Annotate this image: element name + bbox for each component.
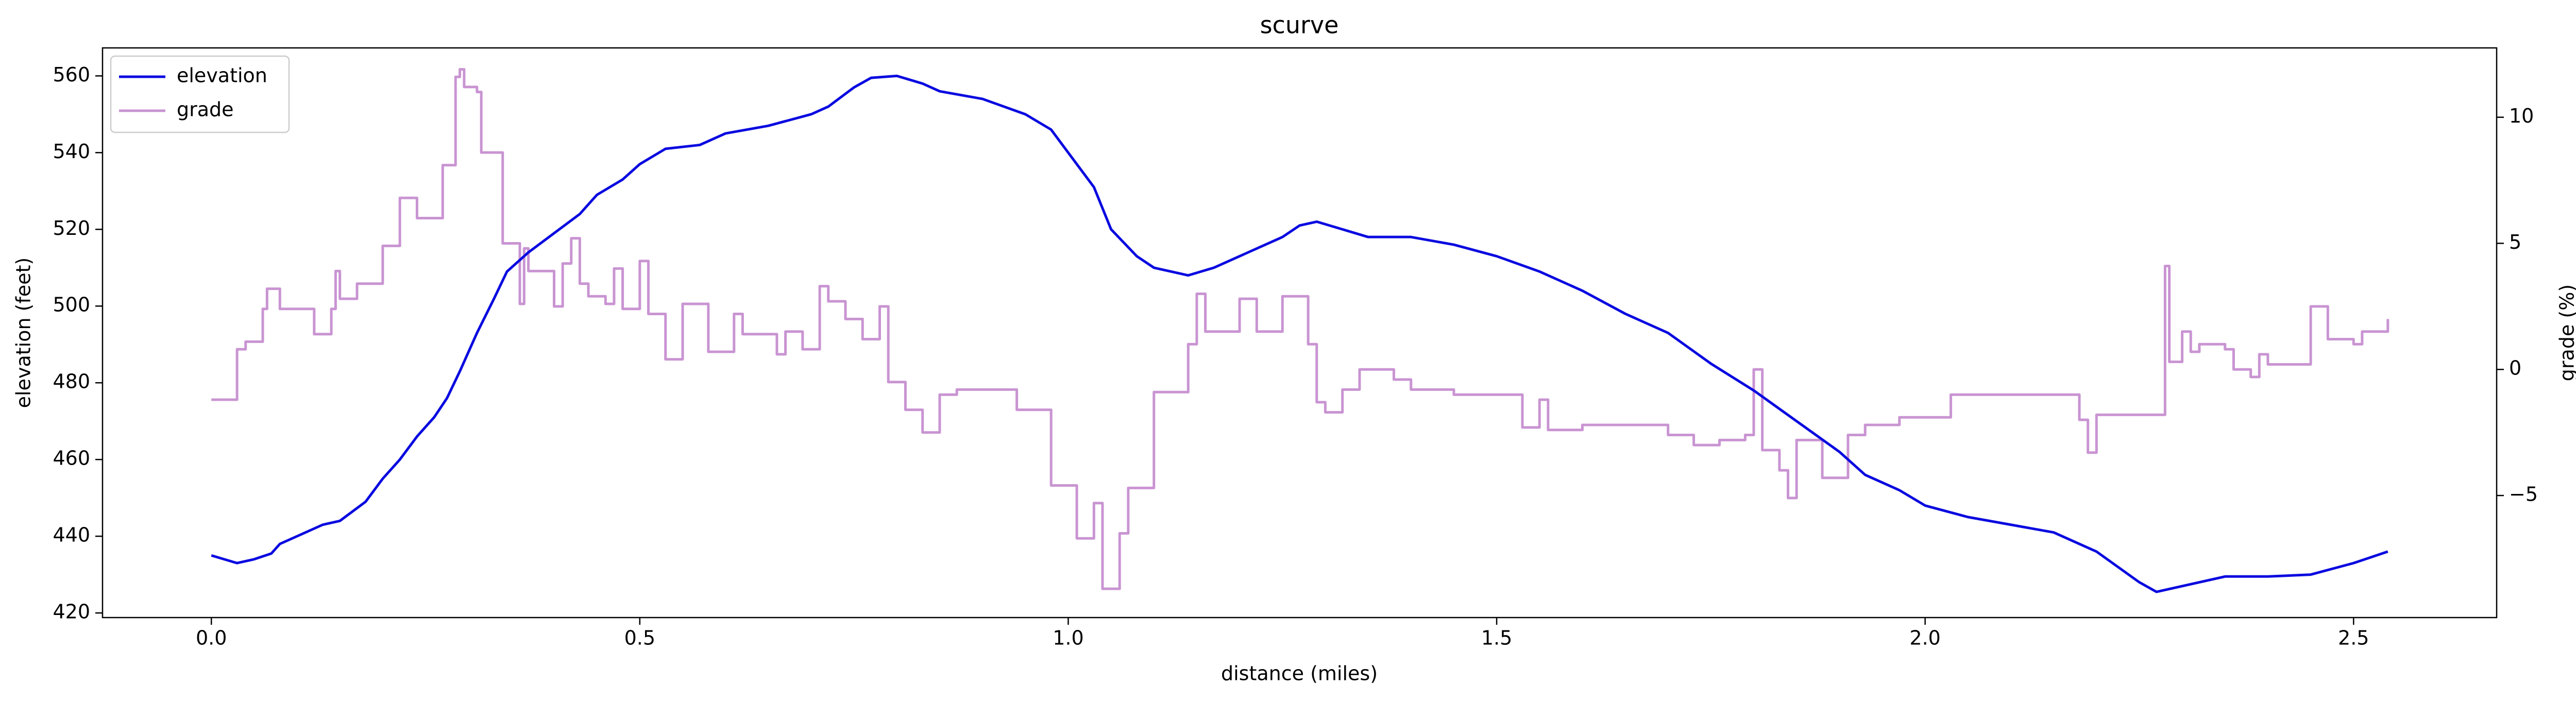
y-tick-label: 420 (53, 601, 90, 623)
x-tick-label: 2.5 (2338, 627, 2369, 649)
x-tick-label: 1.0 (1053, 627, 1083, 649)
x-tick-label: 0.0 (196, 627, 227, 649)
y-axis-label: elevation (feet) (12, 258, 35, 408)
series-line (211, 68, 2389, 590)
y-tick-label: 560 (53, 63, 90, 86)
y-tick-label: 540 (53, 140, 90, 163)
legend-label: elevation (177, 64, 267, 87)
x-axis-label: distance (miles) (1221, 662, 1378, 685)
legend: elevation grade (110, 55, 290, 133)
y2-tick-label: 0 (2509, 357, 2521, 380)
legend-label: grade (177, 98, 234, 121)
x-tick-label: 2.0 (1909, 627, 1940, 649)
series-line (211, 74, 2388, 593)
plot-frame (101, 47, 2498, 619)
x-tick-label: 0.5 (624, 627, 655, 649)
y2-tick-label: 10 (2509, 105, 2534, 127)
y-tick-label: 460 (53, 447, 90, 470)
y-tick-label: 500 (53, 294, 90, 316)
y2-tick-label: −5 (2509, 483, 2538, 506)
y2-axis-label: grade (%) (2556, 284, 2576, 381)
x-tick-label: 1.5 (1481, 627, 1512, 649)
y-tick-label: 480 (53, 370, 90, 393)
chart-title: scurve (1260, 11, 1339, 39)
y-tick-label: 520 (53, 217, 90, 240)
y-tick-label: 440 (53, 524, 90, 546)
y2-tick-label: 5 (2509, 231, 2521, 253)
legend-box (110, 55, 290, 133)
